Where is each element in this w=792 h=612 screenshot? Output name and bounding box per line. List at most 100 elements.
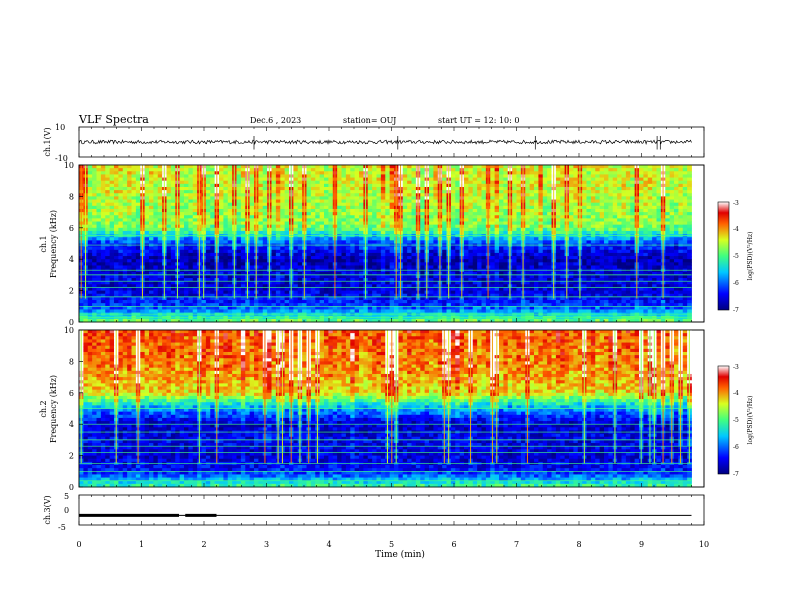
spectrogram-cell <box>420 259 426 263</box>
spectrogram-cell <box>429 165 434 169</box>
spectrogram-cell <box>149 168 154 172</box>
spectrogram-cell <box>337 196 342 200</box>
spectrogram-cell <box>678 215 684 219</box>
spectrogram-cell <box>433 259 439 263</box>
spectrogram-cell <box>586 252 592 257</box>
spectrogram-cell <box>542 165 548 169</box>
spectrogram-cell <box>367 186 373 191</box>
spectrogram-cell <box>144 246 150 251</box>
spectrogram-cell <box>481 208 487 213</box>
spectrogram-cell <box>144 205 150 210</box>
spectrogram-cell <box>612 168 618 172</box>
spectrogram-cell <box>354 259 360 263</box>
spectrogram-cell <box>595 271 601 276</box>
spectrogram-cell <box>687 246 692 251</box>
spectrogram-cell <box>372 165 377 169</box>
spectrogram-cell <box>131 212 137 216</box>
spectrogram-cell <box>385 240 391 244</box>
spectrogram-cell <box>477 202 482 207</box>
spectrogram-cell <box>258 218 264 222</box>
spectrogram-cell <box>529 165 535 169</box>
spectrogram-cell <box>219 190 224 194</box>
spectrogram-cell <box>188 193 194 197</box>
spectrogram-cell <box>560 237 566 241</box>
spectrogram-cell <box>114 193 119 197</box>
spectrogram-cell <box>324 165 329 169</box>
spectrogram-cell <box>652 180 657 185</box>
spectrogram-cell <box>652 168 657 172</box>
spectrogram-cell <box>450 252 456 257</box>
spectrogram-cell <box>87 202 93 207</box>
spectrogram-cell <box>429 240 434 244</box>
spectrogram-cell <box>617 249 622 254</box>
spectrogram-cell <box>131 202 137 207</box>
spectrogram-cell <box>92 202 97 207</box>
spectrogram-cell <box>599 171 605 175</box>
spectrogram-cell <box>315 218 321 222</box>
spectrogram-cell <box>293 221 299 226</box>
spectrogram-cell <box>477 256 482 260</box>
spectrogram-cell <box>127 227 132 232</box>
spectrogram-cell <box>258 171 264 175</box>
spectrogram-cell <box>385 168 391 172</box>
spectrogram-cell <box>376 265 382 270</box>
spectrogram-cell <box>293 202 299 207</box>
spectrogram-cell <box>100 262 106 266</box>
spectrogram-cell <box>359 215 364 219</box>
spectrogram-cell <box>407 205 412 210</box>
spectrogram-cell <box>468 190 474 194</box>
spectrogram-cell <box>192 230 198 235</box>
spectrogram-cell <box>682 227 688 232</box>
spectrogram-cell <box>324 227 329 232</box>
spectrogram-cell <box>258 230 264 235</box>
spectrogram-cell <box>170 259 176 263</box>
spectrogram-cell <box>192 205 198 210</box>
spectrogram-cell <box>127 259 132 263</box>
spectrogram-cell <box>249 205 255 210</box>
spectrogram-cell <box>380 208 386 213</box>
spectrogram-cell <box>114 224 119 229</box>
spectrogram-cell <box>630 202 636 207</box>
spectrogram-cell <box>188 202 194 207</box>
spectrogram-cell <box>153 240 159 244</box>
spectrogram-cell <box>512 224 517 229</box>
spectrogram-cell <box>149 265 154 270</box>
spectrogram-cell <box>617 224 622 229</box>
spectrogram-cell <box>477 262 482 266</box>
spectrogram-cell <box>337 227 342 232</box>
spectrogram-cell <box>271 224 277 229</box>
spectrogram-cell <box>612 265 618 270</box>
spectrogram-cell <box>560 168 566 172</box>
spectrogram-cell <box>210 180 216 185</box>
spectrogram-cell <box>210 259 216 263</box>
spectrogram-cell <box>547 190 552 194</box>
spectrogram-cell <box>669 183 675 188</box>
spectrogram-cell <box>92 262 97 266</box>
spectrogram-cell <box>678 212 684 216</box>
spectrogram-cell <box>617 180 622 185</box>
spectrogram-cell <box>665 205 671 210</box>
spectrogram-cell <box>367 259 373 263</box>
spectrogram-cell <box>315 174 321 178</box>
spectrogram-cell <box>227 202 233 207</box>
spectrogram-cell <box>337 168 342 172</box>
spectrogram-cell <box>538 227 544 232</box>
spectrogram-cell <box>262 190 268 194</box>
spectrogram-cell <box>354 196 360 200</box>
spectrogram-cell <box>350 208 356 213</box>
spectrogram-cell <box>503 252 509 257</box>
spectrogram-cell <box>184 199 189 204</box>
spectrogram-cell <box>625 174 631 178</box>
spectrogram-cell <box>109 171 115 175</box>
spectrogram-cell <box>122 215 128 219</box>
spectrogram-cell <box>131 221 137 226</box>
spectrogram-cell <box>192 262 198 266</box>
spectrogram-cell <box>555 186 561 191</box>
spectrogram-cell <box>249 177 255 182</box>
spectrogram-cell <box>560 183 566 188</box>
spectrogram-cell <box>236 205 242 210</box>
spectrogram-cell <box>599 224 605 229</box>
spectrogram-cell <box>538 212 544 216</box>
spectrogram-cell <box>682 237 688 241</box>
spectrogram-cell <box>621 205 627 210</box>
